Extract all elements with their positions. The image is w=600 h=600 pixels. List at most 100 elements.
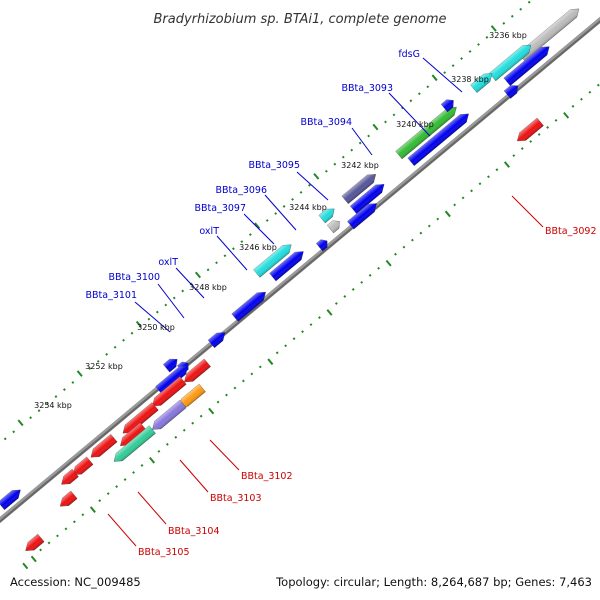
gene-feature: [269, 251, 304, 282]
tick-mark: [436, 217, 440, 221]
tick-mark: [334, 302, 338, 305]
tick-mark: [460, 57, 463, 60]
tick-mark: [157, 449, 161, 453]
tick-mark: [106, 492, 110, 496]
tick-mark: [267, 358, 274, 366]
tick-mark: [30, 555, 37, 563]
tick-mark: [426, 85, 430, 89]
gene-arrow-shade: [517, 117, 544, 142]
label-leader: [179, 459, 209, 493]
tick-mark: [431, 74, 438, 82]
tick-label: 3240 kbp: [396, 120, 434, 129]
tick-mark: [37, 409, 41, 413]
tick-mark: [71, 381, 75, 384]
gene-arrow-shade: [350, 184, 385, 214]
tick-mark: [174, 435, 178, 439]
tick-mark: [275, 351, 279, 355]
gene-arrow-shade: [152, 376, 187, 407]
tick-mark: [81, 513, 85, 517]
tick-mark: [191, 421, 195, 425]
tick-mark: [88, 366, 92, 370]
tick-mark: [105, 352, 109, 356]
gene-feature: [61, 468, 79, 485]
gene-feature: [231, 291, 266, 322]
label-leaders: [107, 57, 544, 547]
gene-label: BBta_3094: [300, 117, 352, 128]
tick-mark: [64, 527, 68, 531]
tick-mark: [292, 337, 296, 341]
tick-mark: [392, 113, 396, 117]
tick-mark: [385, 259, 392, 267]
gene-feature: [184, 358, 211, 383]
gene-label: BBta_3102: [241, 471, 293, 482]
gene-feature: [25, 533, 45, 551]
tick-mark: [233, 386, 237, 390]
tick-mark: [216, 400, 220, 404]
tick-mark: [62, 388, 66, 391]
tick-mark: [3, 437, 7, 441]
tick-mark: [588, 90, 592, 94]
gene-label: BBta_3096: [215, 185, 267, 196]
tick-mark: [571, 104, 575, 108]
tick-mark: [477, 43, 480, 46]
tick-mark: [39, 548, 42, 552]
tick-mark: [147, 317, 151, 321]
tick-label: 3254 kbp: [34, 401, 72, 410]
gene-arrow-shade: [504, 85, 519, 99]
tick-mark: [164, 303, 168, 307]
gene-feature: [489, 44, 532, 82]
gene-arrow-shade: [318, 208, 335, 223]
tick-label: 3236 kbp: [489, 31, 527, 40]
tick-label: 3244 kbp: [289, 203, 327, 212]
tick-mark: [274, 212, 278, 215]
gene-arrow-shade: [441, 99, 454, 112]
tick-mark: [461, 196, 465, 200]
gene-feature: [318, 208, 335, 224]
tick-mark: [510, 14, 514, 18]
tick-mark: [502, 21, 506, 25]
gene-arrow-shade: [60, 490, 78, 507]
tick-mark: [250, 372, 254, 376]
tick-mark: [343, 295, 347, 298]
tick-mark: [265, 219, 269, 222]
tick-mark: [529, 140, 533, 143]
tick-mark: [232, 247, 235, 251]
gene-feature: [253, 244, 292, 278]
tick-mark: [46, 402, 49, 406]
tick-mark: [130, 331, 134, 335]
tick-mark: [324, 169, 328, 173]
tick-mark: [89, 506, 96, 513]
gene-feature: [152, 399, 187, 430]
gene-feature: [503, 46, 550, 86]
label-leader: [422, 57, 463, 93]
gene-feature: [395, 106, 457, 160]
gene-label: BBta_3105: [138, 547, 190, 558]
tick-mark: [368, 273, 372, 277]
tick-mark: [309, 323, 313, 327]
tick-mark: [223, 254, 227, 258]
tick-mark: [115, 485, 119, 488]
tick-mark: [410, 238, 414, 242]
tick-mark: [326, 309, 333, 316]
gene-feature: [0, 489, 21, 510]
tick-mark: [409, 99, 413, 103]
gene-features: [0, 8, 580, 551]
gene-label: oxlT: [199, 226, 219, 237]
tick-mark: [546, 126, 550, 129]
tick-mark: [485, 36, 489, 39]
tick-mark: [372, 123, 379, 131]
tick-mark: [394, 252, 397, 256]
gene-labels: fdsG BBta_3093 BBta_3094 BBta_3095 BBta_3096…: [85, 49, 596, 558]
gene-arrow-shade: [72, 456, 94, 475]
tick-mark: [537, 133, 541, 136]
gene-arrow-shade: [0, 489, 21, 510]
tick-mark: [554, 118, 558, 122]
gene-feature: [113, 425, 156, 462]
gene-arrow-shade: [122, 402, 159, 434]
tick-mark: [402, 245, 406, 249]
label-leader: [388, 92, 431, 137]
tick-mark: [427, 224, 431, 228]
tick-mark: [519, 7, 523, 11]
label-leader: [137, 491, 167, 525]
